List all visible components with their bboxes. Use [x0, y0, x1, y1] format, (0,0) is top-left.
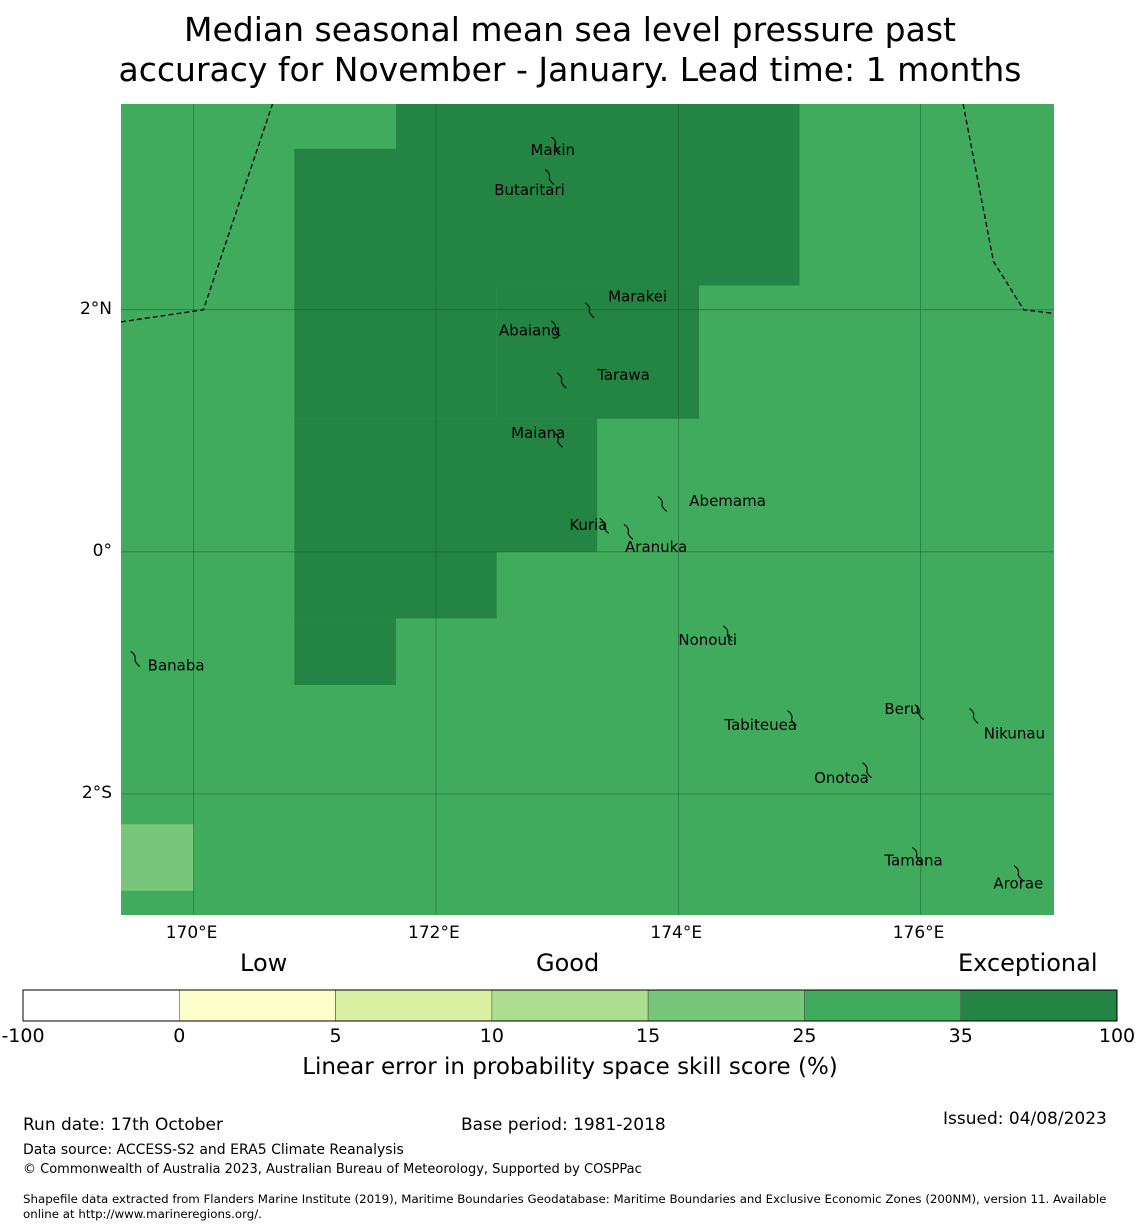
island-outline-kuria — [599, 517, 609, 534]
eez-boundary-0 — [120, 103, 274, 323]
island-outline-nonouti — [722, 625, 733, 642]
lon-tick-label: 176°E — [892, 923, 945, 943]
lat-tick-label: 2°S — [81, 782, 112, 803]
skill-cell-3 — [496, 285, 699, 419]
skill-cell-2 — [396, 104, 800, 286]
chart-title: Median seasonal mean sea level pressure … — [0, 10, 1140, 90]
island-label-tarawa: Tarawa — [596, 366, 650, 384]
colorbar-segment-5 — [804, 989, 962, 1022]
colorbar-tick-label: 0 — [173, 1025, 186, 1047]
base-period: Base period: 1981-2018 — [461, 1115, 666, 1135]
colorbar-segment-1 — [178, 989, 336, 1022]
island-outline-arorae — [1013, 865, 1024, 882]
island-outline-abaiang — [550, 320, 561, 337]
island-label-maiana: Maiana — [511, 424, 565, 442]
eez-boundary-1 — [962, 103, 1055, 315]
island-outline-makin — [550, 136, 561, 153]
island-outline-tabiteuea — [787, 710, 797, 727]
island-label-nonouti: Nonouti — [678, 631, 737, 649]
colorbar-segment-6 — [960, 989, 1118, 1022]
island-label-nikunau: Nikunau — [984, 724, 1045, 742]
island-label-tabiteuea: Tabiteuea — [723, 716, 797, 734]
lon-tick-label: 170°E — [165, 923, 218, 943]
island-outline-maiana — [553, 431, 563, 448]
island-label-makin: Makin — [531, 141, 576, 159]
island-label-onotoa: Onotoa — [814, 769, 869, 787]
copyright: © Commonwealth of Australia 2023, Austra… — [23, 1162, 642, 1177]
island-label-marakei: Marakei — [608, 287, 667, 305]
colorbar-segment-2 — [335, 989, 493, 1022]
island-outline-aranuka — [623, 523, 634, 540]
lat-tick-label: 2°N — [79, 298, 112, 319]
category-low: Low — [240, 949, 288, 977]
colorbar-tick-label: -100 — [1, 1025, 45, 1047]
chart-title-line-1: Median seasonal mean sea level pressure … — [184, 10, 956, 49]
colorbar-segment-0 — [22, 989, 180, 1022]
shapefile-credit-line-2: online at http://www.marineregions.org/. — [23, 1207, 262, 1221]
island-outline-marakei — [584, 302, 595, 319]
colorbar-segment-4 — [647, 989, 805, 1022]
issued-date: Issued: 04/08/2023 — [943, 1109, 1107, 1129]
lon-tick-label: 174°E — [650, 923, 703, 943]
lon-tick-label: 172°E — [408, 923, 460, 943]
data-source: Data source: ACCESS-S2 and ERA5 Climate … — [23, 1142, 404, 1158]
colorbar-tick-label: 10 — [479, 1025, 504, 1047]
island-label-aranuka: Aranuka — [625, 538, 687, 556]
island-label-butaritari: Butaritari — [494, 181, 565, 199]
colorbar-tick-label: 100 — [1098, 1025, 1136, 1047]
skill-cell-6 — [294, 618, 397, 686]
colorbar-tick-label: 5 — [329, 1025, 342, 1047]
island-label-arorae: Arorae — [993, 875, 1043, 893]
skill-cell-4 — [294, 418, 598, 552]
island-outline-tamana — [911, 847, 922, 863]
island-outline-butaritari — [544, 169, 555, 186]
island-outline-abemama — [657, 495, 668, 512]
island-outline-beru — [914, 704, 925, 721]
category-exceptional: Exceptional — [958, 949, 1098, 977]
colorbar-tick-label: 15 — [636, 1025, 661, 1047]
island-outline-tarawa — [556, 372, 567, 389]
island-label-kuria: Kuria — [569, 516, 607, 534]
category-good: Good — [536, 949, 600, 977]
island-outline-onotoa — [862, 762, 872, 779]
island-label-banaba: Banaba — [148, 657, 205, 675]
island-label-beru: Beru — [884, 700, 919, 718]
island-label-abaiang: Abaiang — [499, 321, 560, 339]
shapefile-credit-line-1: Shapefile data extracted from Flanders M… — [23, 1192, 1107, 1206]
colorbar-tick-label: 35 — [948, 1025, 973, 1047]
colorbar-frame — [22, 989, 1118, 1022]
island-outline-banaba — [130, 650, 141, 667]
lat-tick-label: 0° — [92, 540, 112, 561]
skill-cell-7 — [121, 824, 194, 891]
island-label-abemama: Abemama — [689, 492, 766, 510]
skill-cell-5 — [294, 551, 497, 619]
chart-title-line-2: accuracy for November - January. Lead ti… — [118, 50, 1022, 89]
colorbar-label: Linear error in probability space skill … — [302, 1054, 838, 1080]
colorbar-segment-3 — [491, 989, 649, 1022]
run-date: Run date: 17th October — [23, 1115, 223, 1135]
island-label-tamana: Tamana — [883, 852, 942, 870]
colorbar-tick-label: 25 — [792, 1025, 817, 1047]
island-outline-nikunau — [968, 707, 979, 724]
